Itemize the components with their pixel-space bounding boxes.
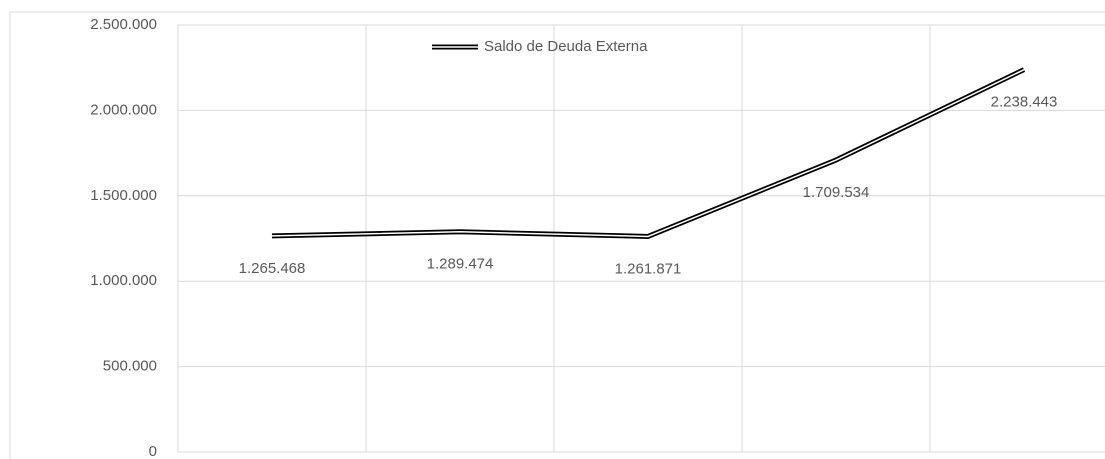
series-line xyxy=(271,67,1026,239)
y-tick-label: 2.000.000 xyxy=(90,101,157,118)
y-tick-label: 1.000.000 xyxy=(90,272,157,289)
data-label: 2.238.443 xyxy=(991,94,1058,111)
y-tick-label: 1.500.000 xyxy=(90,187,157,204)
y-tick-label: 500.000 xyxy=(103,358,157,375)
y-tick-label: 2.500.000 xyxy=(90,16,157,33)
y-tick-label: 0 xyxy=(149,443,157,459)
data-label: 1.709.534 xyxy=(803,184,870,201)
series-line-inner xyxy=(271,68,1025,238)
data-label: 1.265.468 xyxy=(239,260,306,277)
data-label: 1.289.474 xyxy=(427,256,494,273)
legend-label: Saldo de Deuda Externa xyxy=(484,38,648,55)
data-label: 1.261.871 xyxy=(615,260,682,277)
